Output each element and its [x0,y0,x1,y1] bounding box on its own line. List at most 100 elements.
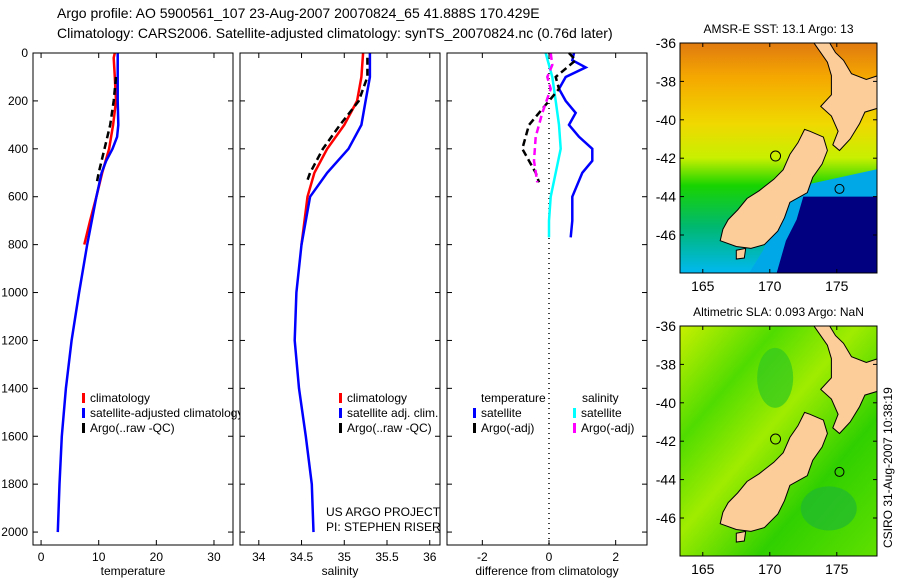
sla-low-region [757,347,794,408]
x-tick-label: 0 [546,550,553,564]
y-tick-label: -38 [656,356,676,372]
x-tick-label: 170 [758,278,782,294]
figure-title-line2: Climatology: CARS2006. Satellite-adjuste… [57,25,613,41]
x-tick-label: 165 [691,278,715,294]
series-line-temperature-satellite [557,52,594,238]
project-label: US ARGO PROJECT [326,505,441,519]
series-line-satellite-adj-clim- [293,53,372,533]
legend-label: climatology [347,391,407,405]
legend-swatch [82,393,85,403]
legend-swatch [82,423,85,433]
contour-ring [834,466,845,477]
legend-header: temperature [481,391,546,405]
argo-position-marker [770,433,782,445]
x-tick-label: 30 [207,550,221,564]
land-stewart-island [735,530,747,543]
x-tick-label: 35.5 [375,550,399,564]
series-line-argo-raw-qc- [95,76,118,185]
y-tick-label: 800 [8,238,28,252]
x-tick-label: 165 [691,561,715,577]
legend-swatch [339,393,342,403]
map-title: Altimetric SLA: 0.093 Argo: NaN [693,305,864,319]
y-tick-label: -40 [656,395,676,411]
series-line-salinity-satellite [544,52,562,238]
legend-swatch [473,423,476,433]
plot-area [447,53,647,545]
x-tick-label: 34 [252,550,266,564]
legend-swatch [573,423,576,433]
profile-panel-0: 0 10 20 30 0 200 400 600 800 1000 1200 1400 1600 1800… [1,46,243,578]
series-line-temperature-argo-adj- [520,52,578,183]
land-south-island [719,128,828,249]
land-stewart-island [735,247,747,260]
legend-label: satellite-adjusted climatology [90,406,243,420]
x-tick-label: 20 [150,550,164,564]
x-axis-label: salinity [322,564,359,578]
legend-label: satellite [481,406,522,420]
profile-panel-1: 34 34.5 35 35.5 36 salinity climatologysatelli… [239,52,441,578]
map-title: AMSR-E SST: 13.1 Argo: 13 [703,22,853,36]
map-frame [679,42,878,274]
x-tick-label: 0 [38,550,45,564]
y-tick-label: 2000 [1,525,28,539]
x-tick-label: 175 [825,278,849,294]
y-tick-label: -46 [656,510,676,526]
map-panels: AMSR-E SST: 13.1 Argo: 13 165 170 175 -36 -38… [656,22,878,577]
series-line-salinity-argo-adj- [532,52,554,183]
land-north-island [813,326,877,435]
legend-label: satellite adj. clim. [347,406,438,420]
figure-title-line1: Argo profile: AO 5900561_107 23-Aug-2007… [57,5,540,21]
y-tick-label: -40 [656,112,676,128]
legend-label: Argo(-adj) [581,421,634,435]
x-tick-label: 36 [423,550,437,564]
legend-label: Argo(..raw -QC) [347,421,432,435]
legend-label: Argo(..raw -QC) [90,421,175,435]
legend-swatch [339,408,342,418]
y-tick-label: -36 [656,318,676,334]
map-frame [679,325,878,557]
legend-swatch [339,423,342,433]
argo-position-marker [770,150,782,162]
legend-label: Argo(-adj) [481,421,534,435]
legend-header: salinity [582,391,619,405]
y-tick-label: 400 [8,142,28,156]
plot-frame [32,52,234,546]
x-axis-label: difference from climatology [475,564,618,578]
y-tick-label: 1800 [1,477,28,491]
pi-label: PI: STEPHEN RISER [326,520,441,534]
x-tick-label: 175 [825,561,849,577]
csiro-timestamp: CSIRO 31-Aug-2007 10:38:19 [881,387,895,548]
y-tick-label: -44 [656,472,676,488]
y-tick-label: 200 [8,94,28,108]
cold-water-region [776,196,877,273]
x-tick-label: 35 [338,550,352,564]
map-image [680,326,877,556]
legend-swatch [82,408,85,418]
y-tick-label: -44 [656,189,676,205]
y-tick-label: -42 [656,150,676,166]
series-line-climatology [300,52,365,245]
x-tick-label: 10 [92,550,106,564]
plot-frame [446,52,648,546]
profile-panels: 0 10 20 30020040060080010001200140016001800… [1,46,648,578]
y-tick-label: 600 [8,190,28,204]
map-panel-1: Altimetric SLA: 0.093 Argo: NaN 165 170 175… [656,305,878,577]
y-tick-label: 1400 [1,381,28,395]
legend-swatch [573,408,576,418]
sla-low-region [800,486,857,531]
plot-area [240,53,440,545]
y-tick-label: -38 [656,73,676,89]
y-tick-label: 0 [21,46,28,60]
map-image [680,43,877,273]
legend-label: climatology [90,391,150,405]
x-tick-label: -2 [477,550,488,564]
x-tick-label: 2 [612,550,619,564]
x-tick-label: 170 [758,561,782,577]
y-tick-label: -46 [656,227,676,243]
y-tick-label: 1600 [1,429,28,443]
plot-area [33,53,233,545]
series-line-satellite-adjusted-climatology [56,53,120,533]
contour-ring [834,183,845,194]
